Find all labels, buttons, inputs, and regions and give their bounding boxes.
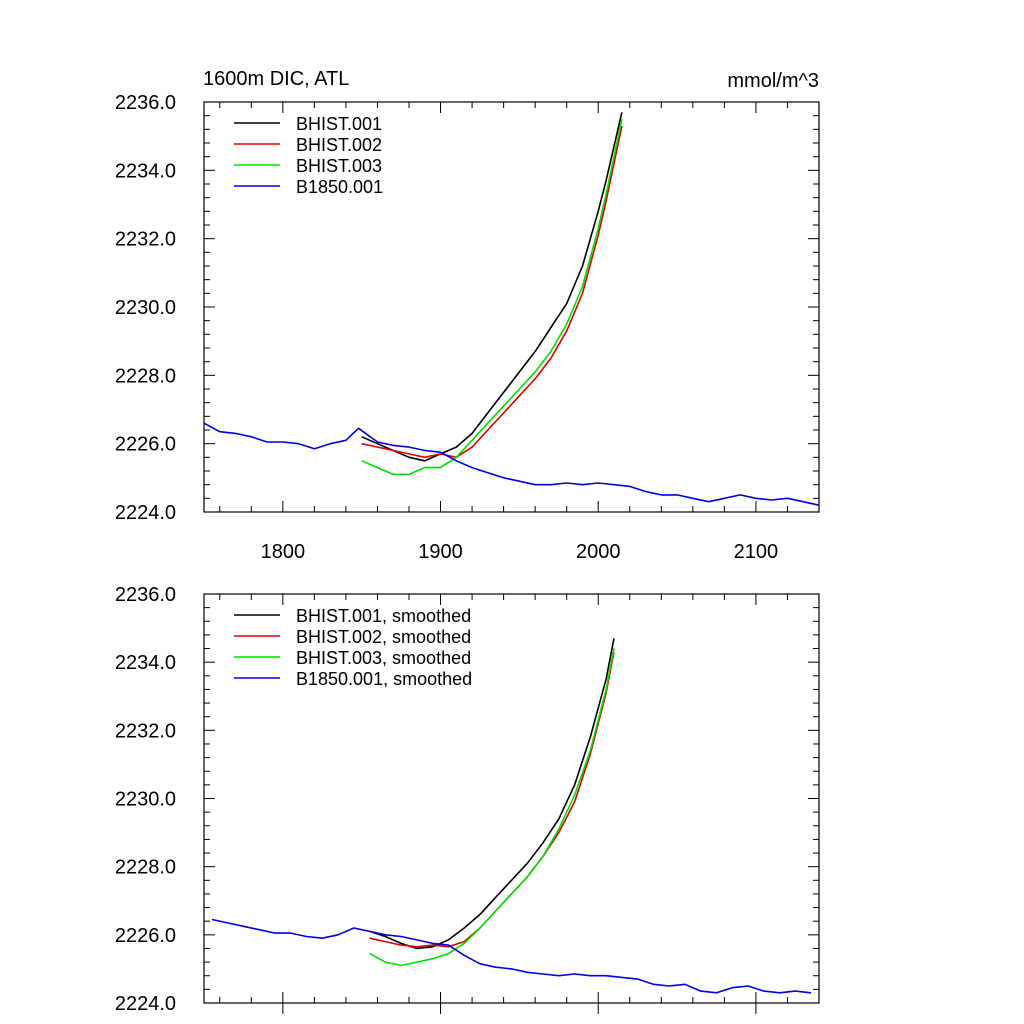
x-tick-label: 2100 [734, 541, 779, 563]
y-tick-label: 2226.0 [115, 434, 176, 456]
series-line-bhist-003-smoothed [369, 648, 615, 967]
x-tick-label: 1800 [261, 541, 306, 563]
y-tick-label: 2228.0 [115, 365, 176, 387]
y-tick-label: 2236.0 [115, 584, 176, 606]
series-line-bhist-003 [361, 118, 623, 476]
legend-label: BHIST.002, smoothed [296, 627, 471, 647]
y-tick-label: 2232.0 [115, 229, 176, 251]
y-tick-label: 2234.0 [115, 160, 176, 182]
y-tick-label: 2236.0 [115, 92, 176, 114]
chart-panel-top: 2224.0 2226.0 2228.0 2230.0 2232.0 2234.0 2236… [115, 92, 820, 563]
y-tick-label: 2230.0 [115, 297, 176, 319]
y-tick-label: 2230.0 [115, 789, 176, 811]
legend-label: B1850.001 [296, 177, 383, 197]
y-tick-label: 2224.0 [115, 502, 176, 524]
legend-label: BHIST.001 [296, 114, 382, 134]
series-line-b1850-001 [204, 422, 819, 506]
y-tick-label: 2224.0 [115, 993, 176, 1015]
legend-label: B1850.001, smoothed [296, 669, 472, 689]
series-line-bhist-001 [361, 112, 623, 462]
legend-label: BHIST.002 [296, 135, 382, 155]
series-line-bhist-002 [361, 125, 623, 459]
chart-panel-bottom: 2224.0 2226.0 2228.0 2230.0 2232.0 2234.0 2236… [115, 584, 820, 1015]
series-line-b1850-001-smoothed [211, 918, 812, 994]
legend-label: BHIST.001, smoothed [296, 606, 471, 626]
x-tick-label: 2000 [576, 541, 621, 563]
y-tick-label: 2228.0 [115, 857, 176, 879]
legend-label: BHIST.003, smoothed [296, 648, 471, 668]
legend-label: BHIST.003 [296, 156, 382, 176]
panel-title-right: mmol/m^3 [727, 70, 819, 92]
y-tick-label: 2226.0 [115, 925, 176, 947]
y-tick-label: 2232.0 [115, 720, 176, 742]
y-tick-label: 2234.0 [115, 652, 176, 674]
panel-title-left: 1600m DIC, ATL [203, 68, 349, 90]
x-tick-label: 1900 [418, 541, 463, 563]
